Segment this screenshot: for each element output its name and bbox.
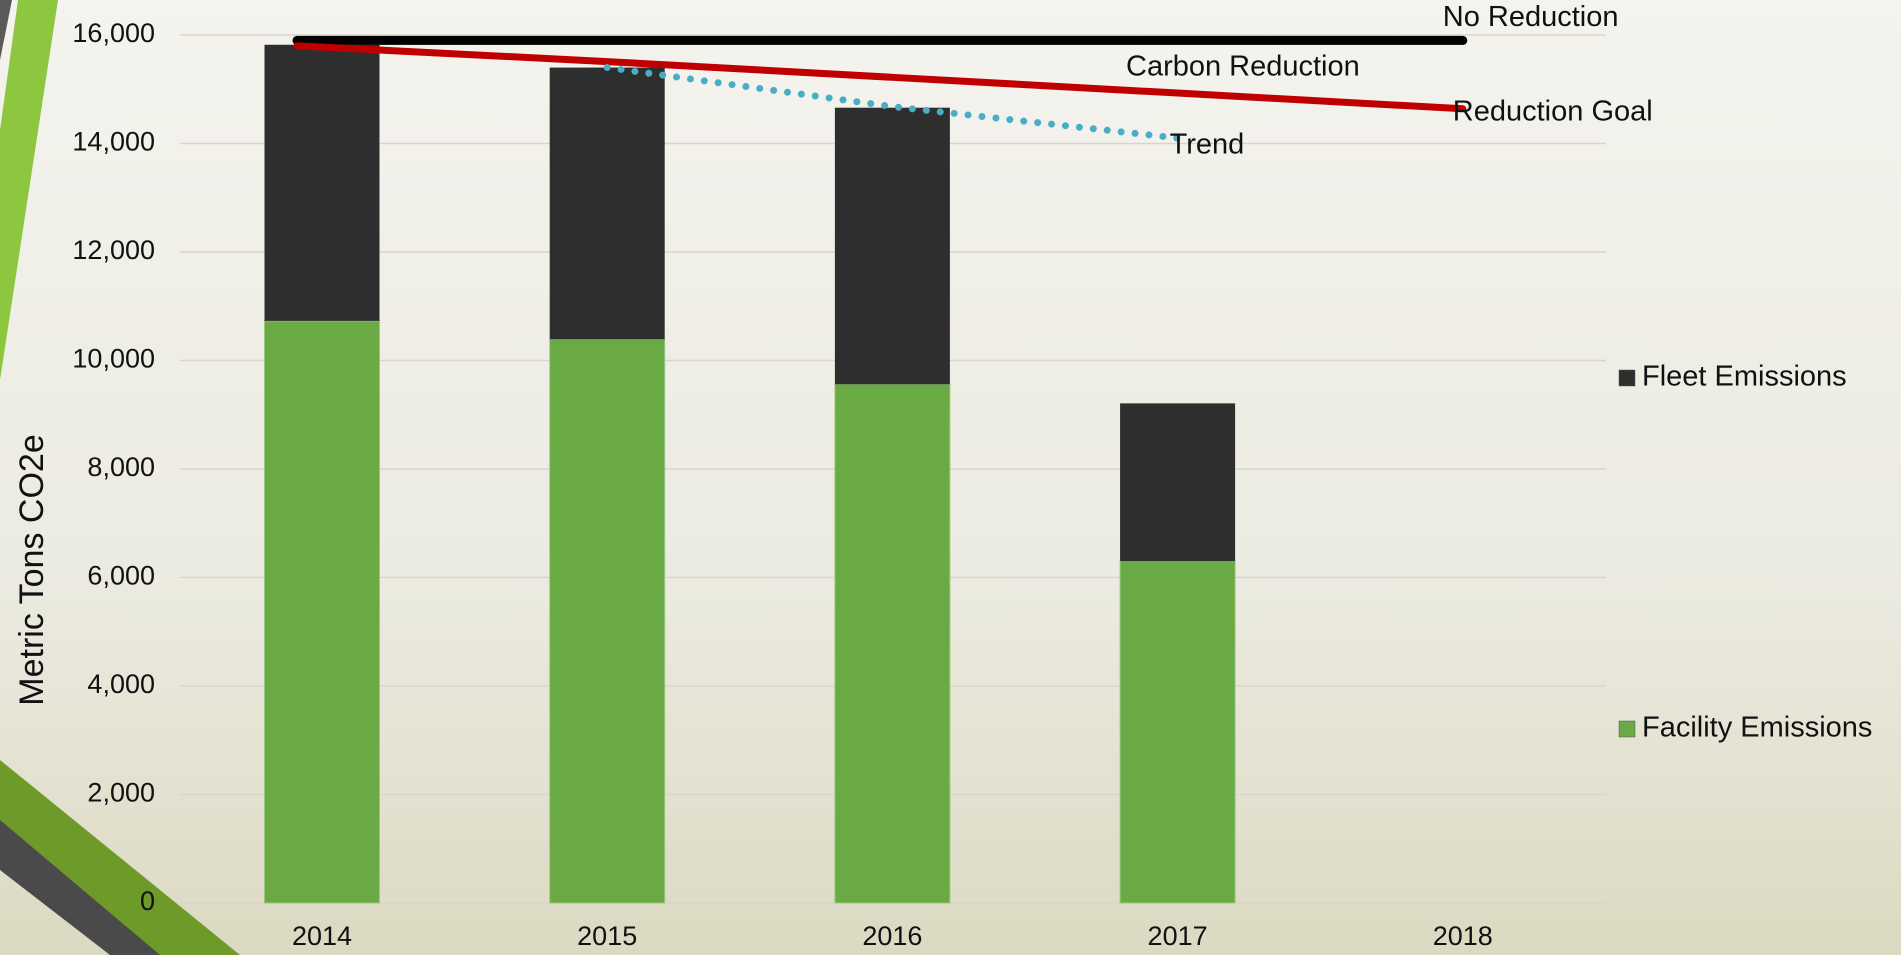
y-tick-label: 8,000 [87, 452, 155, 482]
x-tick-label: 2016 [862, 921, 922, 951]
series-label: Trend [1170, 129, 1245, 161]
bar-segment [549, 338, 666, 904]
series-label: Reduction Goal [1453, 95, 1653, 127]
legend-swatch [1618, 720, 1636, 738]
legend-swatch [1618, 369, 1636, 387]
y-tick-label: 12,000 [72, 235, 155, 265]
y-axis-title: Metric Tons CO2e [13, 434, 51, 705]
bar-segment [549, 67, 665, 340]
bar-segment [264, 320, 380, 904]
decor-stripe [0, 760, 240, 955]
x-tick-label: 2014 [292, 921, 352, 951]
y-tick-label: 4,000 [87, 669, 155, 699]
x-tick-label: 2015 [577, 921, 637, 951]
x-tick-label: 2018 [1433, 921, 1493, 951]
legend-label: Facility Emissions [1642, 712, 1872, 744]
series-label: No Reduction [1443, 1, 1619, 33]
legend-label: Fleet Emissions [1642, 361, 1847, 393]
decor-stripe [0, 0, 58, 380]
y-tick-label: 6,000 [87, 561, 155, 591]
decor-stripe [0, 0, 12, 60]
bar-segment [1120, 403, 1236, 562]
annotation: Carbon Reduction [1126, 51, 1360, 83]
line-series [293, 42, 1467, 113]
bar-segment [1119, 560, 1236, 904]
bar-segment [834, 383, 951, 904]
y-tick-label: 14,000 [72, 127, 155, 157]
decor-stripe [0, 820, 160, 955]
bar-segment [834, 107, 950, 385]
bar-segment [264, 44, 380, 321]
y-tick-label: 16,000 [72, 18, 155, 48]
y-tick-label: 0 [140, 886, 155, 916]
y-tick-label: 2,000 [87, 778, 155, 808]
y-tick-label: 10,000 [72, 344, 155, 374]
x-tick-label: 2017 [1148, 921, 1208, 951]
line-series [603, 64, 1182, 142]
